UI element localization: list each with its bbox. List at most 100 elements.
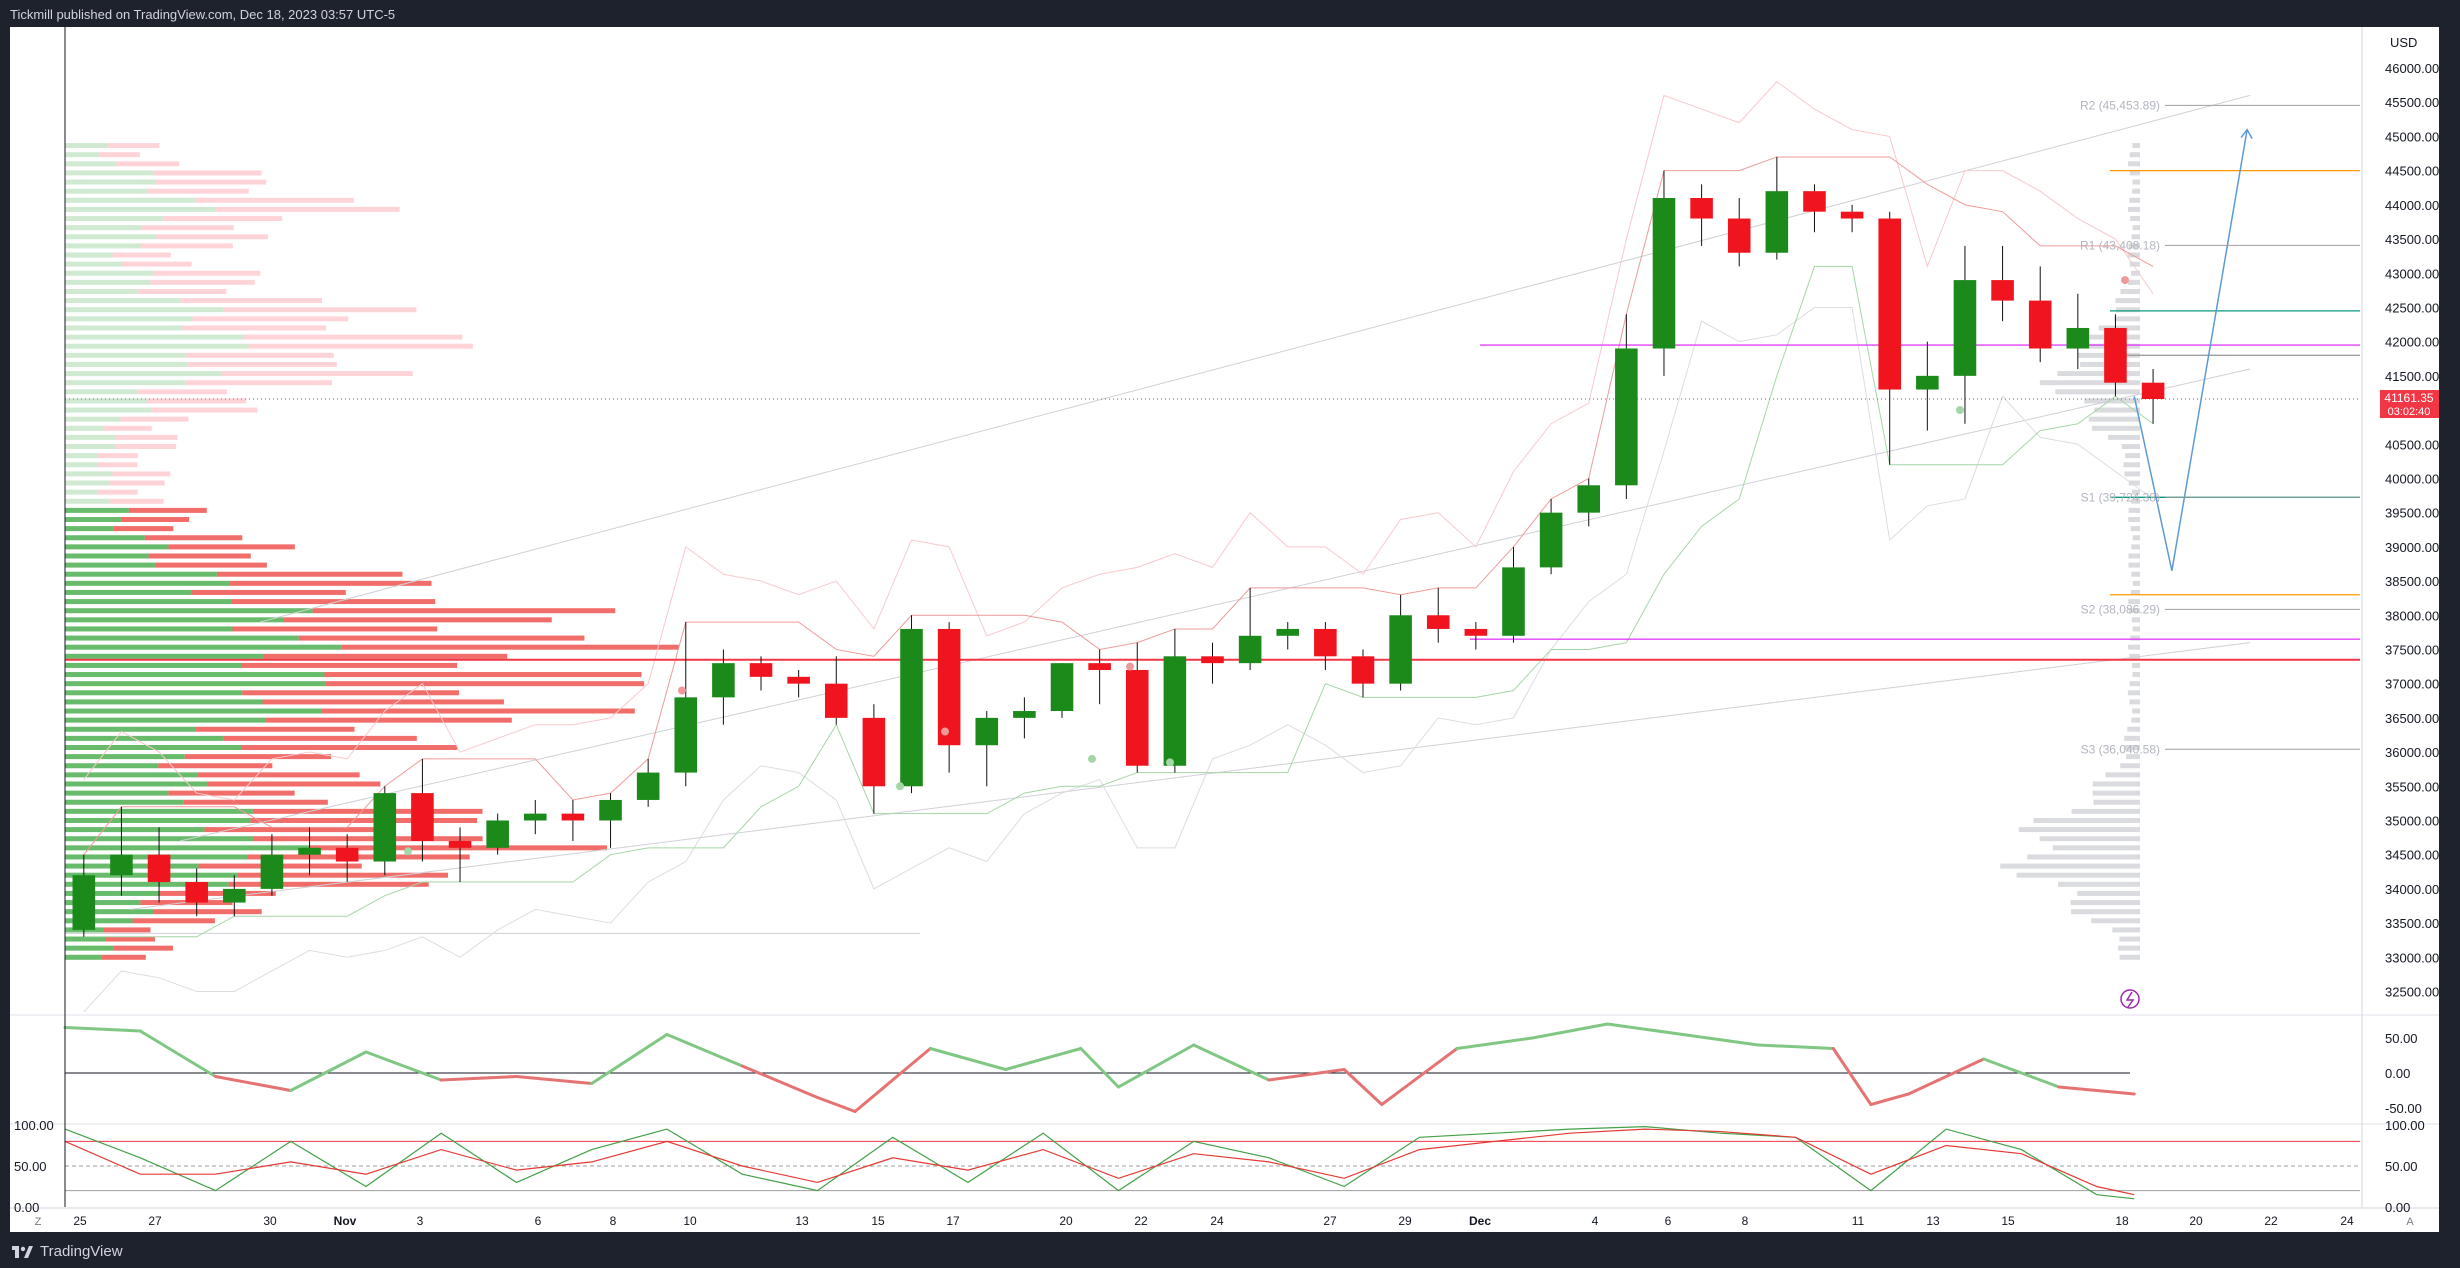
right-volume-profile-bar	[2127, 726, 2140, 732]
volume-profile-bar-down	[252, 836, 483, 842]
price-tick-label: 36000.00	[2385, 745, 2439, 760]
volume-profile-bar-down	[152, 270, 261, 276]
volume-profile-bar-up	[65, 608, 313, 614]
volume-profile-bar-down	[151, 407, 258, 413]
volume-profile-bar-down	[147, 188, 249, 194]
stoch-left-axis-label: 100.00	[14, 1118, 54, 1133]
right-volume-profile-bar	[2132, 489, 2140, 495]
candle-up	[636, 772, 660, 800]
time-tick-label: 10	[683, 1214, 697, 1228]
zoom-reset-button[interactable]: Z	[35, 1216, 42, 1228]
candle-down	[1878, 218, 1901, 390]
volume-profile-bar-down	[263, 653, 508, 659]
right-volume-profile-bar	[2132, 672, 2140, 678]
right-volume-profile-bar	[2071, 808, 2140, 814]
volume-profile-bar-up	[65, 772, 198, 778]
rsi-segment	[1267, 1068, 1346, 1082]
rsi-segment	[1606, 1022, 1685, 1036]
volume-profile-bar-down	[252, 808, 483, 814]
volume-profile-bar-down	[187, 361, 337, 367]
volume-profile-bar-up	[65, 170, 154, 176]
candle-down	[749, 663, 773, 677]
volume-profile-bar-down	[215, 206, 400, 212]
rsi-segment	[63, 1026, 142, 1033]
candle-up	[110, 854, 133, 876]
candle-down	[1125, 669, 1149, 766]
candle-up	[1953, 280, 1977, 376]
candle-up	[260, 854, 284, 889]
price-tick-label: 34000.00	[2385, 882, 2439, 897]
volume-profile-bar-up	[65, 216, 163, 222]
candle-down	[1314, 628, 1337, 657]
volume-profile-bar-down	[197, 772, 360, 778]
volume-profile-bar-down	[159, 890, 276, 896]
right-volume-profile-bar	[2132, 580, 2140, 586]
volume-profile-bar-up	[65, 152, 99, 158]
right-volume-profile-bar	[2127, 252, 2140, 258]
volume-profile-bar-up	[65, 881, 229, 887]
time-tick-label: 27	[148, 1214, 162, 1228]
signal-dot	[404, 847, 412, 856]
right-volume-profile-bar	[2131, 571, 2140, 577]
alert-lightning-icon	[2120, 989, 2140, 1009]
right-volume-profile-bar	[2128, 161, 2140, 167]
chart-frame[interactable]: R2 (45,453.89) R1 (43,408.18) S1 (39,724.3…	[10, 27, 2439, 1232]
right-volume-profile-bar	[2128, 243, 2140, 249]
pivot-label: R1 (43,408.18)	[2080, 238, 2160, 252]
price-tick-label: 33000.00	[2385, 950, 2439, 965]
volume-profile-bar-down	[97, 453, 138, 459]
right-volume-profile-bar	[2128, 507, 2140, 513]
time-tick-label: 29	[1398, 1214, 1412, 1228]
volume-profile-bar-down	[104, 425, 152, 431]
candle-down	[824, 683, 848, 718]
right-volume-profile-bar	[2092, 781, 2140, 787]
right-volume-profile-bar	[2126, 754, 2140, 760]
volume-profile-bar-up	[65, 790, 169, 796]
volume-profile-bar-up	[65, 498, 110, 504]
right-volume-profile-bar	[2124, 471, 2140, 477]
right-volume-profile-bar	[2128, 644, 2140, 650]
stoch-left-axis-label: 50.00	[14, 1159, 47, 1174]
time-tick-label: 8	[1742, 1214, 1749, 1228]
volume-profile-bar-down	[98, 152, 140, 158]
volume-profile-bar-up	[65, 471, 113, 477]
volume-profile-bar-down	[128, 507, 207, 513]
right-volume-profile-bar	[2132, 535, 2140, 541]
right-volume-profile-bar	[2094, 407, 2140, 413]
volume-profile-bar-down	[325, 681, 645, 687]
volume-profile-bar-up	[65, 945, 114, 951]
price-chart[interactable]: R2 (45,453.89) R1 (43,408.18) S1 (39,724.3…	[10, 27, 2439, 1232]
right-volume-profile-bar	[2027, 854, 2140, 860]
rsi-segment	[815, 1096, 857, 1113]
candle-up	[1389, 615, 1412, 684]
price-tick-label: 45000.00	[2385, 129, 2439, 144]
candle-up	[1539, 512, 1563, 568]
volume-profile-bar-down	[158, 763, 273, 769]
publish-header: Tickmill published on TradingView.com, D…	[0, 0, 2460, 28]
candle-up	[373, 793, 397, 862]
volume-profile-bar-up	[65, 708, 322, 714]
time-tick-label: Dec	[1469, 1214, 1491, 1228]
time-tick-label: 20	[1059, 1214, 1073, 1228]
tradingview-logo[interactable]: TradingView	[12, 1243, 123, 1260]
price-tick-label: 44000.00	[2385, 198, 2439, 213]
rsi-segment	[1869, 1092, 1911, 1106]
right-volume-profile-bar	[2055, 389, 2140, 395]
candle-down	[411, 793, 434, 841]
countdown-label: 03:02:40	[2388, 406, 2431, 418]
volume-profile-bar-up	[65, 352, 186, 358]
price-tick-label: 42500.00	[2385, 300, 2439, 315]
price-tick-label: 37000.00	[2385, 677, 2439, 692]
volume-profile-bar-up	[65, 325, 183, 331]
auto-scale-button[interactable]: A	[2406, 1216, 2414, 1228]
candle-down	[448, 840, 472, 848]
price-tick-label: 44500.00	[2385, 164, 2439, 179]
lower-band	[83, 306, 2154, 1012]
volume-profile-bar-up	[65, 462, 98, 468]
candle-up	[1765, 191, 1789, 253]
projection-path	[2133, 129, 2248, 571]
volume-profile-bar-up	[65, 389, 138, 395]
volume-profile-bar-up	[65, 781, 207, 787]
right-volume-profile-bar	[2039, 836, 2140, 842]
candle-down	[1351, 656, 1375, 684]
